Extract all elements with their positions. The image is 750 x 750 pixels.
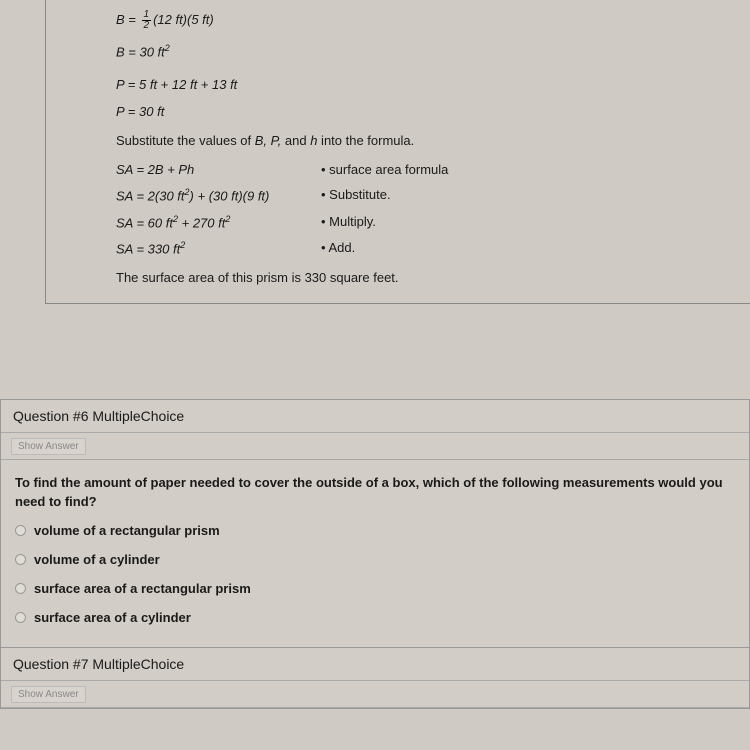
option-label: volume of a rectangular prism xyxy=(34,523,220,538)
step-label: • surface area formula xyxy=(321,162,448,177)
equation-text: B = 30 ft xyxy=(116,44,165,59)
option-row-0[interactable]: volume of a rectangular prism xyxy=(15,523,735,538)
radio-icon[interactable] xyxy=(15,554,26,565)
show-answer-bar: Show Answer xyxy=(1,433,749,460)
worked-solution-panel: B = 12(12 ft)(5 ft) B = 30 ft2 P = 5 ft … xyxy=(45,0,750,304)
question-7-header: Question #7 MultipleChoice xyxy=(1,647,749,681)
equation-text: B = xyxy=(116,12,140,27)
question-6-body: To find the amount of paper needed to co… xyxy=(1,460,749,646)
show-answer-button[interactable]: Show Answer xyxy=(11,438,86,455)
conclusion-text: The surface area of this prism is 330 sq… xyxy=(116,270,750,285)
option-row-2[interactable]: surface area of a rectangular prism xyxy=(15,581,735,596)
step-row-4: SA = 330 ft2 • Add. xyxy=(116,240,750,256)
question-6-block: Question #6 MultipleChoice Show Answer T… xyxy=(0,399,750,708)
step-equation: SA = 330 ft2 xyxy=(116,240,321,256)
show-answer-bar-7: Show Answer xyxy=(1,681,749,708)
radio-icon[interactable] xyxy=(15,525,26,536)
radio-icon[interactable] xyxy=(15,612,26,623)
step-equation: SA = 2B + Ph xyxy=(116,162,321,177)
equation-p-result: P = 30 ft xyxy=(116,104,750,119)
question-6-prompt: To find the amount of paper needed to co… xyxy=(15,474,735,510)
option-row-1[interactable]: volume of a cylinder xyxy=(15,552,735,567)
question-number: Question #6 xyxy=(13,408,92,424)
option-label: volume of a cylinder xyxy=(34,552,160,567)
equation-p-sum: P = 5 ft + 12 ft + 13 ft xyxy=(116,77,750,92)
step-label: • Add. xyxy=(321,240,355,256)
equation-text: (12 ft)(5 ft) xyxy=(153,12,214,27)
question-type: MultipleChoice xyxy=(92,408,184,424)
question-number: Question #7 xyxy=(13,656,92,672)
step-label: • Multiply. xyxy=(321,214,376,230)
equation-b-result: B = 30 ft2 xyxy=(116,43,750,59)
question-type: MultipleChoice xyxy=(92,656,184,672)
option-row-3[interactable]: surface area of a cylinder xyxy=(15,610,735,625)
exponent: 2 xyxy=(165,43,170,53)
instruction-text: Substitute the values of B, P, and h int… xyxy=(116,133,750,148)
step-row-2: SA = 2(30 ft2) + (30 ft)(9 ft) • Substit… xyxy=(116,187,750,203)
step-equation: SA = 2(30 ft2) + (30 ft)(9 ft) xyxy=(116,187,321,203)
option-label: surface area of a cylinder xyxy=(34,610,191,625)
equation-b-formula: B = 12(12 ft)(5 ft) xyxy=(116,10,750,31)
step-equation: SA = 60 ft2 + 270 ft2 xyxy=(116,214,321,230)
show-answer-button[interactable]: Show Answer xyxy=(11,686,86,703)
step-label: • Substitute. xyxy=(321,187,391,203)
option-label: surface area of a rectangular prism xyxy=(34,581,251,596)
step-row-1: SA = 2B + Ph • surface area formula xyxy=(116,162,750,177)
question-6-header: Question #6 MultipleChoice xyxy=(1,400,749,433)
fraction-half: 12 xyxy=(142,10,152,31)
radio-icon[interactable] xyxy=(15,583,26,594)
step-row-3: SA = 60 ft2 + 270 ft2 • Multiply. xyxy=(116,214,750,230)
